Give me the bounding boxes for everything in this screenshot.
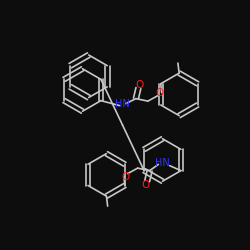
Text: HN: HN xyxy=(155,158,170,168)
Text: O: O xyxy=(136,80,144,90)
Text: O: O xyxy=(141,180,149,190)
Text: HN: HN xyxy=(115,100,130,110)
Text: O: O xyxy=(122,172,130,181)
Text: O: O xyxy=(156,88,164,98)
